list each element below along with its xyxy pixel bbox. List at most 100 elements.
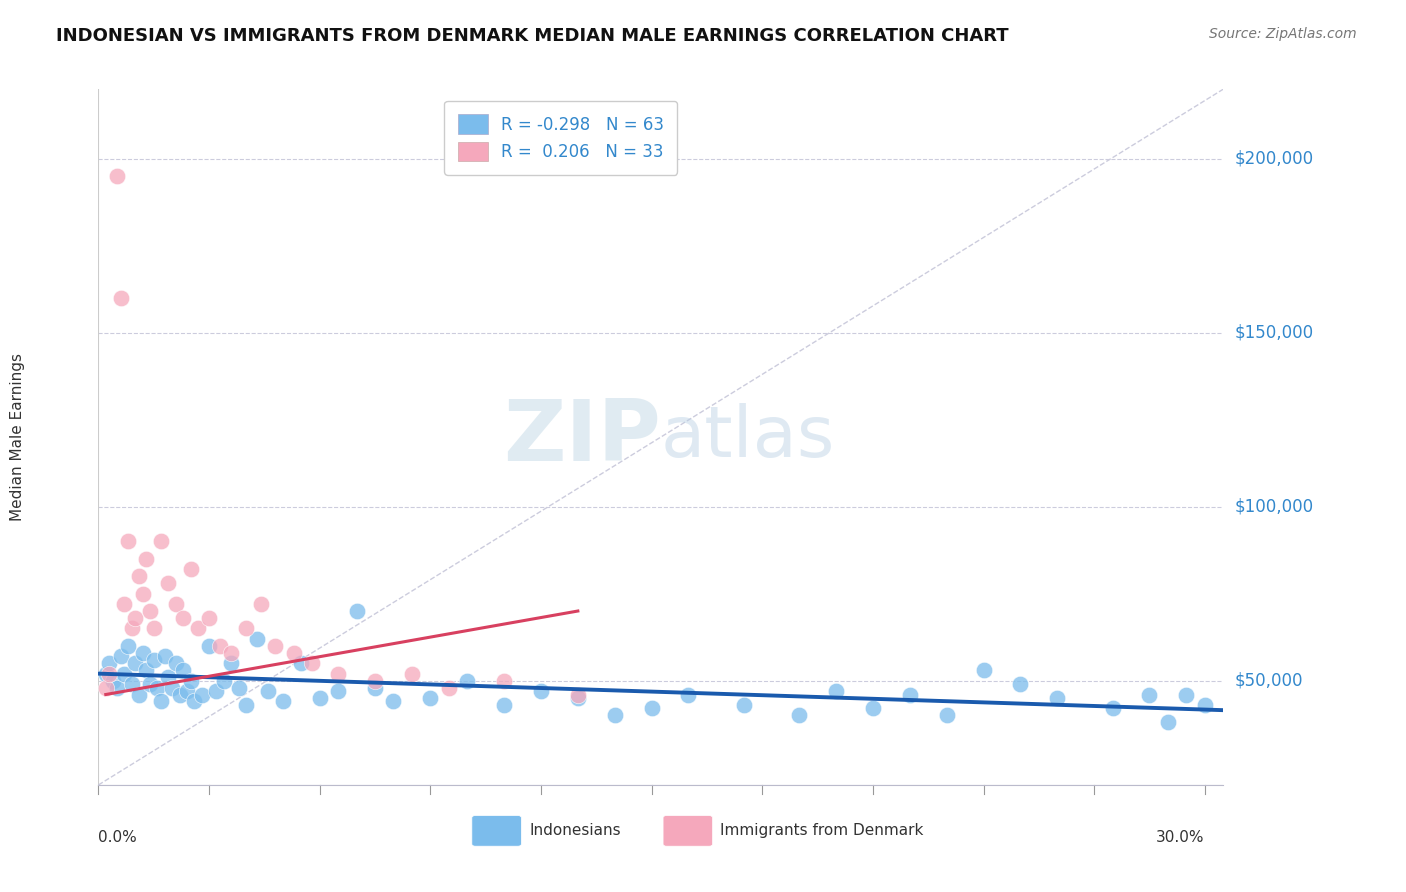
Text: $100,000: $100,000 (1234, 498, 1313, 516)
FancyBboxPatch shape (472, 815, 522, 847)
Point (257, 684, 280, 698)
Text: $50,000: $50,000 (1234, 672, 1303, 690)
Point (198, 611, 221, 625)
Point (290, 657, 312, 671)
Point (264, 639, 287, 653)
Point (198, 639, 221, 653)
Point (153, 649, 176, 664)
Text: INDONESIAN VS IMMIGRANTS FROM DENMARK MEDIAN MALE EARNINGS CORRELATION CHART: INDONESIAN VS IMMIGRANTS FROM DENMARK ME… (56, 27, 1010, 45)
Point (105, 681, 128, 695)
Point (271, 694, 294, 708)
Point (567, 690, 589, 705)
Point (110, 649, 132, 664)
Point (301, 657, 323, 671)
Point (346, 604, 368, 618)
Point (678, 688, 700, 702)
Point (530, 684, 553, 698)
Point (160, 681, 183, 695)
Point (172, 663, 194, 677)
Point (205, 684, 228, 698)
Point (94, 681, 117, 695)
Point (101, 673, 124, 688)
FancyBboxPatch shape (664, 815, 713, 847)
Point (131, 646, 153, 660)
Point (117, 639, 139, 653)
Text: 0.0%: 0.0% (98, 830, 138, 846)
Point (124, 657, 146, 671)
Point (112, 666, 135, 681)
Point (494, 673, 516, 688)
Point (494, 698, 516, 712)
Point (142, 653, 165, 667)
Point (157, 576, 180, 591)
Point (142, 621, 165, 635)
Point (180, 673, 202, 688)
Point (898, 688, 921, 702)
Point (94, 666, 117, 681)
Point (110, 291, 132, 305)
Text: Source: ZipAtlas.com: Source: ZipAtlas.com (1209, 27, 1357, 41)
Point (165, 657, 187, 671)
Point (1175, 688, 1198, 702)
Point (157, 670, 180, 684)
Point (121, 621, 143, 635)
Point (1101, 701, 1123, 715)
Point (98, 657, 121, 671)
Point (139, 604, 162, 618)
Point (787, 708, 810, 723)
Point (401, 666, 423, 681)
Point (456, 673, 478, 688)
Point (603, 708, 626, 723)
Text: atlas: atlas (661, 402, 835, 472)
Point (131, 587, 153, 601)
Text: Immigrants from Denmark: Immigrants from Denmark (720, 823, 924, 838)
Point (139, 677, 162, 691)
Point (128, 688, 150, 702)
Point (128, 569, 150, 583)
Point (172, 611, 194, 625)
Point (235, 698, 257, 712)
Text: $150,000: $150,000 (1234, 324, 1313, 342)
Legend: R = -0.298   N = 63, R =  0.206   N = 33: R = -0.298 N = 63, R = 0.206 N = 33 (444, 101, 678, 175)
Point (1046, 690, 1069, 705)
Point (246, 632, 269, 646)
Point (209, 639, 232, 653)
Point (235, 621, 257, 635)
Point (437, 681, 460, 695)
Text: $200,000: $200,000 (1234, 150, 1313, 168)
Point (190, 688, 212, 702)
Text: Indonesians: Indonesians (529, 823, 621, 838)
Point (117, 534, 139, 549)
Point (733, 698, 755, 712)
Point (146, 681, 169, 695)
Text: Median Male Earnings: Median Male Earnings (10, 353, 25, 521)
Point (1194, 698, 1216, 712)
Point (121, 677, 143, 691)
Point (364, 673, 387, 688)
Point (187, 621, 209, 635)
Point (176, 684, 198, 698)
Point (326, 666, 349, 681)
Point (219, 657, 242, 671)
Point (1139, 688, 1161, 702)
Point (640, 701, 662, 715)
Point (105, 169, 128, 184)
Point (1157, 715, 1180, 730)
Point (135, 663, 157, 677)
Point (150, 694, 173, 708)
Point (567, 688, 589, 702)
Point (228, 681, 250, 695)
Point (382, 694, 405, 708)
Point (364, 681, 387, 695)
Point (165, 597, 187, 611)
Point (308, 690, 330, 705)
Point (135, 551, 157, 566)
Point (326, 684, 349, 698)
Point (935, 708, 957, 723)
Point (212, 673, 235, 688)
Point (150, 534, 173, 549)
Point (283, 646, 305, 660)
Point (169, 688, 191, 702)
Point (98, 666, 121, 681)
Point (973, 663, 995, 677)
